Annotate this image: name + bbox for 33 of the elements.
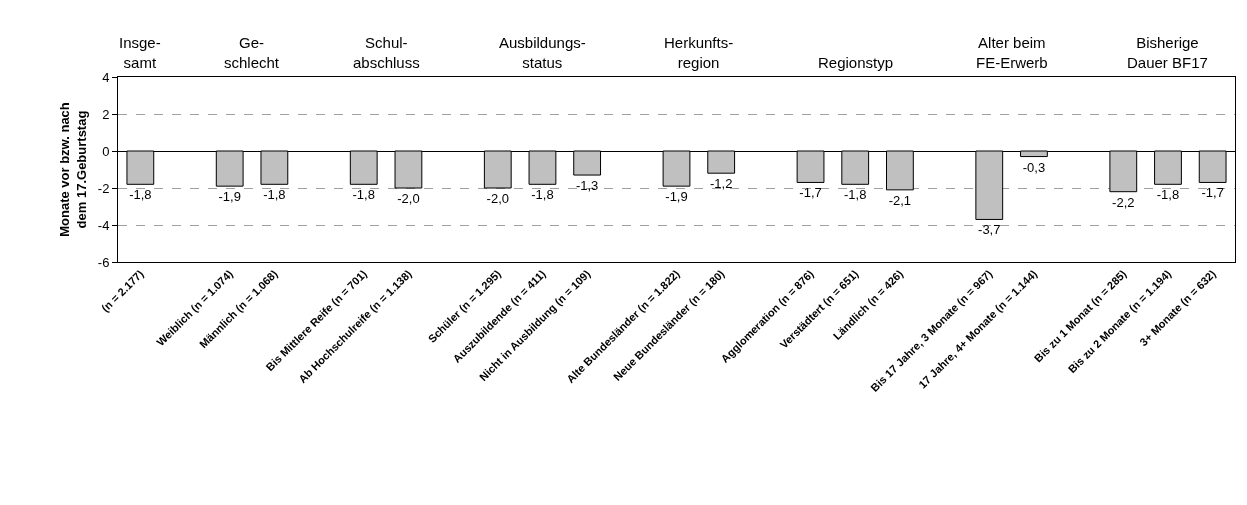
data-label: -2,0: [486, 191, 509, 206]
data-label: -2,2: [1112, 194, 1135, 210]
data-label: -3,7: [978, 222, 1001, 238]
text: Regionstyp: [818, 54, 894, 71]
data-label: -1,7: [799, 185, 822, 201]
text: Schul- abschluss: [353, 34, 420, 71]
data-label: -1,8: [263, 187, 286, 203]
y-tick-label: 0: [102, 143, 110, 159]
data-label: -1,8: [531, 187, 554, 203]
y-tick-label: 2: [102, 106, 110, 122]
data-label: -1,2: [709, 176, 733, 192]
text: Bisherige Dauer BF17: [1127, 34, 1208, 71]
data-label: -0,3: [1022, 159, 1046, 175]
data-label: -1,8: [1156, 187, 1180, 203]
y-axis-title: Monate vor bzw. nach dem 17.Geburtstag: [56, 102, 89, 237]
text: Ge- schlecht: [224, 34, 280, 71]
text: Insge- samt: [119, 34, 161, 71]
text: Alter beim FE-Erwerb: [976, 34, 1048, 71]
text: Herkunfts- region: [664, 34, 734, 71]
data-label: -1,8: [129, 187, 152, 203]
y-tick-label: -4: [97, 217, 110, 233]
data-label: -1,8: [844, 187, 867, 203]
data-label: -1,9: [218, 189, 241, 205]
data-label: -2,0: [397, 191, 420, 206]
data-label: -1,3: [575, 178, 599, 194]
data-label: -1,8: [352, 187, 375, 203]
text: Ausbildungs- status: [499, 34, 586, 71]
y-tick-label: -6: [97, 254, 110, 270]
data-label: -1,9: [665, 189, 688, 205]
data-label: -2,1: [888, 192, 912, 208]
y-tick-label: 4: [102, 69, 110, 85]
data-label: -1,7: [1201, 185, 1224, 201]
y-tick-label: -2: [97, 180, 110, 196]
